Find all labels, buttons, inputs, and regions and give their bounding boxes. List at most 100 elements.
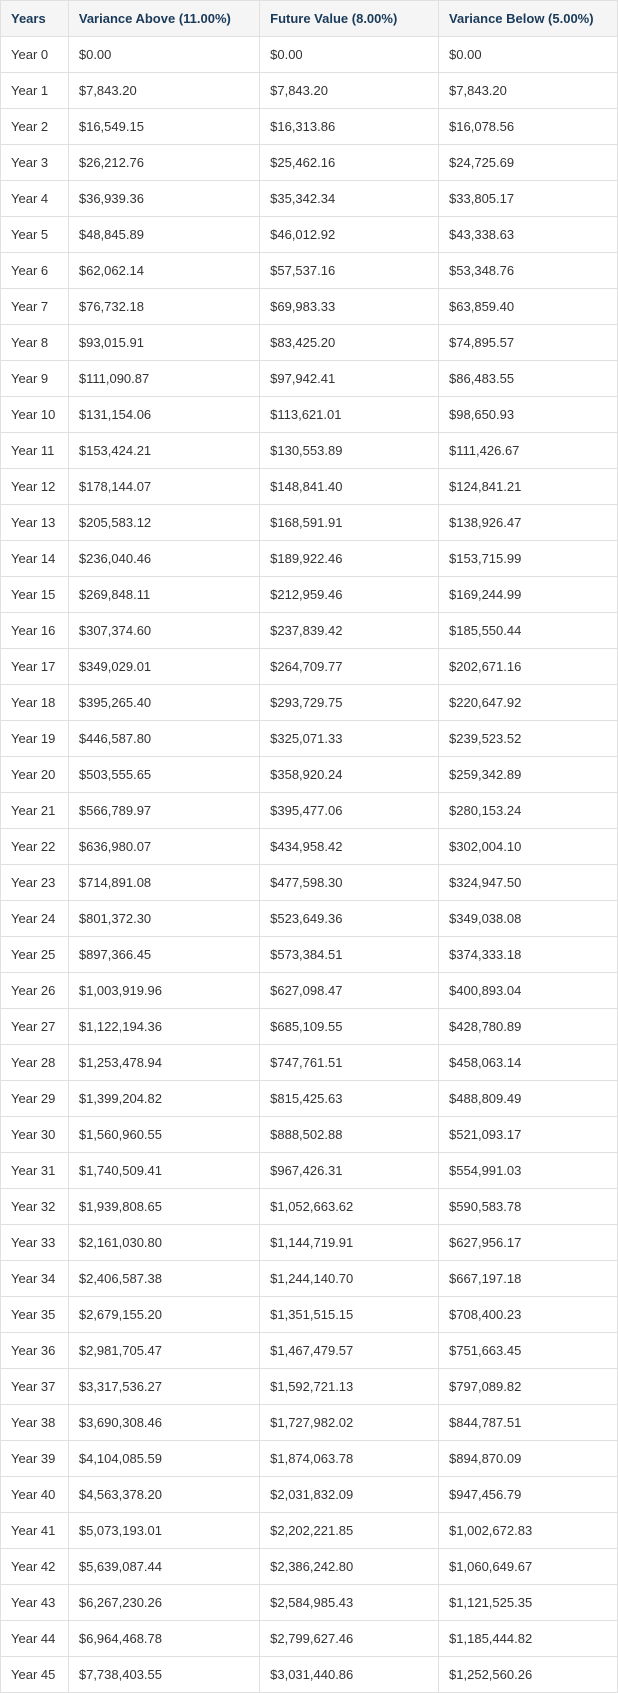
table-cell: $1,002,672.83 <box>439 1513 618 1549</box>
table-cell: Year 8 <box>1 325 69 361</box>
table-cell: $293,729.75 <box>260 685 439 721</box>
table-row: Year 45$7,738,403.55$3,031,440.86$1,252,… <box>1 1657 618 1693</box>
table-row: Year 1$7,843.20$7,843.20$7,843.20 <box>1 73 618 109</box>
table-cell: $0.00 <box>68 37 259 73</box>
table-cell: $212,959.46 <box>260 577 439 613</box>
table-cell: Year 45 <box>1 1657 69 1693</box>
table-cell: $33,805.17 <box>439 181 618 217</box>
col-header-years: Years <box>1 1 69 37</box>
table-row: Year 16$307,374.60$237,839.42$185,550.44 <box>1 613 618 649</box>
table-cell: $74,895.57 <box>439 325 618 361</box>
table-cell: $815,425.63 <box>260 1081 439 1117</box>
table-row: Year 31$1,740,509.41$967,426.31$554,991.… <box>1 1153 618 1189</box>
table-cell: $349,029.01 <box>68 649 259 685</box>
table-cell: $685,109.55 <box>260 1009 439 1045</box>
table-body: Year 0$0.00$0.00$0.00Year 1$7,843.20$7,8… <box>1 37 618 1693</box>
table-row: Year 32$1,939,808.65$1,052,663.62$590,58… <box>1 1189 618 1225</box>
table-row: Year 24$801,372.30$523,649.36$349,038.08 <box>1 901 618 937</box>
table-cell: Year 19 <box>1 721 69 757</box>
table-cell: $324,947.50 <box>439 865 618 901</box>
table-row: Year 13$205,583.12$168,591.91$138,926.47 <box>1 505 618 541</box>
table-row: Year 5$48,845.89$46,012.92$43,338.63 <box>1 217 618 253</box>
table-row: Year 14$236,040.46$189,922.46$153,715.99 <box>1 541 618 577</box>
table-row: Year 7$76,732.18$69,983.33$63,859.40 <box>1 289 618 325</box>
table-cell: $751,663.45 <box>439 1333 618 1369</box>
table-cell: Year 22 <box>1 829 69 865</box>
table-cell: $153,424.21 <box>68 433 259 469</box>
table-cell: Year 28 <box>1 1045 69 1081</box>
table-row: Year 21$566,789.97$395,477.06$280,153.24 <box>1 793 618 829</box>
table-cell: $1,874,063.78 <box>260 1441 439 1477</box>
table-cell: $797,089.82 <box>439 1369 618 1405</box>
table-cell: $3,690,308.46 <box>68 1405 259 1441</box>
table-cell: $2,386,242.80 <box>260 1549 439 1585</box>
table-cell: $239,523.52 <box>439 721 618 757</box>
table-cell: $111,090.87 <box>68 361 259 397</box>
table-cell: $1,727,982.02 <box>260 1405 439 1441</box>
table-row: Year 41$5,073,193.01$2,202,221.85$1,002,… <box>1 1513 618 1549</box>
table-cell: $178,144.07 <box>68 469 259 505</box>
table-cell: Year 25 <box>1 937 69 973</box>
table-cell: $26,212.76 <box>68 145 259 181</box>
table-cell: $86,483.55 <box>439 361 618 397</box>
table-cell: $428,780.89 <box>439 1009 618 1045</box>
table-cell: $967,426.31 <box>260 1153 439 1189</box>
table-cell: Year 38 <box>1 1405 69 1441</box>
table-cell: Year 11 <box>1 433 69 469</box>
table-cell: $0.00 <box>439 37 618 73</box>
table-header: Years Variance Above (11.00%) Future Val… <box>1 1 618 37</box>
table-cell: $1,252,560.26 <box>439 1657 618 1693</box>
table-row: Year 19$446,587.80$325,071.33$239,523.52 <box>1 721 618 757</box>
table-cell: $130,553.89 <box>260 433 439 469</box>
table-row: Year 37$3,317,536.27$1,592,721.13$797,08… <box>1 1369 618 1405</box>
table-cell: $148,841.40 <box>260 469 439 505</box>
table-row: Year 30$1,560,960.55$888,502.88$521,093.… <box>1 1117 618 1153</box>
table-cell: $1,351,515.15 <box>260 1297 439 1333</box>
table-cell: $205,583.12 <box>68 505 259 541</box>
table-cell: $62,062.14 <box>68 253 259 289</box>
table-cell: $302,004.10 <box>439 829 618 865</box>
table-cell: Year 42 <box>1 1549 69 1585</box>
table-cell: $801,372.30 <box>68 901 259 937</box>
table-cell: $36,939.36 <box>68 181 259 217</box>
table-cell: $48,845.89 <box>68 217 259 253</box>
table-cell: $237,839.42 <box>260 613 439 649</box>
variance-table: Years Variance Above (11.00%) Future Val… <box>0 0 618 1693</box>
table-cell: Year 34 <box>1 1261 69 1297</box>
table-row: Year 22$636,980.07$434,958.42$302,004.10 <box>1 829 618 865</box>
table-cell: $6,964,468.78 <box>68 1621 259 1657</box>
table-cell: $7,843.20 <box>439 73 618 109</box>
table-row: Year 28$1,253,478.94$747,761.51$458,063.… <box>1 1045 618 1081</box>
table-row: Year 40$4,563,378.20$2,031,832.09$947,45… <box>1 1477 618 1513</box>
table-cell: $349,038.08 <box>439 901 618 937</box>
table-cell: $113,621.01 <box>260 397 439 433</box>
table-cell: Year 41 <box>1 1513 69 1549</box>
table-cell: $1,560,960.55 <box>68 1117 259 1153</box>
table-cell: $307,374.60 <box>68 613 259 649</box>
col-header-variance-below: Variance Below (5.00%) <box>439 1 618 37</box>
table-cell: $844,787.51 <box>439 1405 618 1441</box>
table-cell: $138,926.47 <box>439 505 618 541</box>
table-cell: Year 30 <box>1 1117 69 1153</box>
table-cell: $1,592,721.13 <box>260 1369 439 1405</box>
table-cell: Year 26 <box>1 973 69 1009</box>
table-cell: $7,738,403.55 <box>68 1657 259 1693</box>
table-cell: $16,078.56 <box>439 109 618 145</box>
table-cell: Year 18 <box>1 685 69 721</box>
table-row: Year 29$1,399,204.82$815,425.63$488,809.… <box>1 1081 618 1117</box>
table-cell: $894,870.09 <box>439 1441 618 1477</box>
table-row: Year 34$2,406,587.38$1,244,140.70$667,19… <box>1 1261 618 1297</box>
table-cell: $7,843.20 <box>260 73 439 109</box>
table-cell: $76,732.18 <box>68 289 259 325</box>
table-cell: Year 6 <box>1 253 69 289</box>
table-cell: $220,647.92 <box>439 685 618 721</box>
table-row: Year 4$36,939.36$35,342.34$33,805.17 <box>1 181 618 217</box>
table-cell: $5,073,193.01 <box>68 1513 259 1549</box>
table-row: Year 15$269,848.11$212,959.46$169,244.99 <box>1 577 618 613</box>
table-cell: $153,715.99 <box>439 541 618 577</box>
table-cell: $24,725.69 <box>439 145 618 181</box>
table-cell: $325,071.33 <box>260 721 439 757</box>
table-cell: $83,425.20 <box>260 325 439 361</box>
table-cell: $947,456.79 <box>439 1477 618 1513</box>
table-cell: $1,121,525.35 <box>439 1585 618 1621</box>
